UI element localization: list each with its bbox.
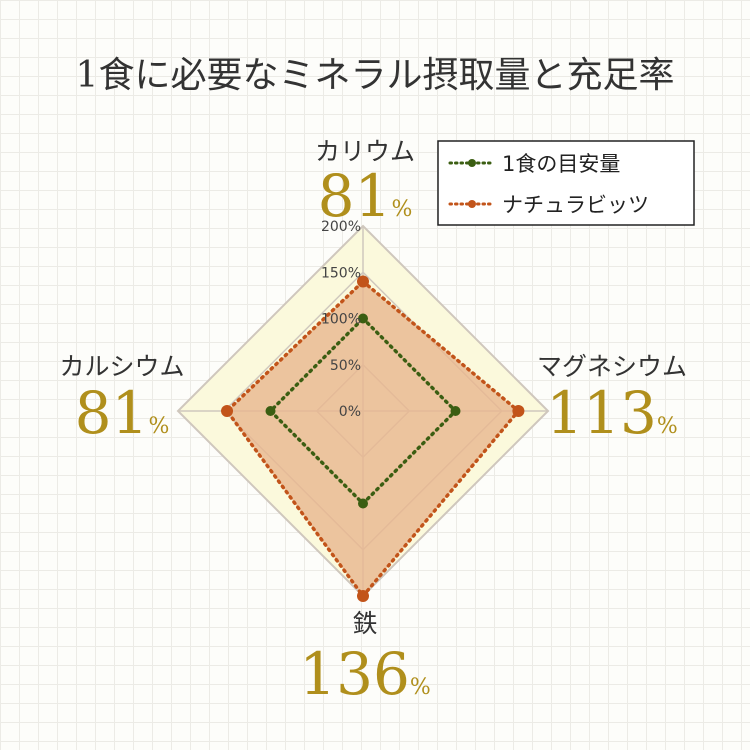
percent-unit-calcium: % bbox=[148, 414, 169, 439]
series-2-point-1 bbox=[512, 405, 525, 417]
percent-value-calcium: 81 bbox=[75, 379, 149, 447]
percent-magnesium: 113% bbox=[546, 379, 678, 447]
percent-unit-potassium: % bbox=[391, 197, 412, 222]
series-1-point-1 bbox=[450, 406, 461, 416]
tick-label-0: 0% bbox=[339, 404, 361, 420]
legend-label-1: 1食の目安量 bbox=[502, 152, 620, 176]
percent-value-magnesium: 113 bbox=[546, 379, 657, 447]
tick-labels: 0% 50% 100% 150% 200% bbox=[321, 219, 361, 420]
series-layer bbox=[221, 275, 525, 602]
percent-unit-iron: % bbox=[410, 675, 431, 700]
category-label-magnesium: マグネシウム bbox=[537, 352, 687, 381]
chart-title: 1食に必要なミネラル摂取量と充足率 bbox=[76, 55, 675, 96]
series-1-point-3 bbox=[265, 406, 276, 416]
percent-value-iron: 136 bbox=[299, 640, 410, 708]
series-2-point-0 bbox=[357, 275, 369, 288]
percent-iron: 136% bbox=[299, 640, 431, 708]
tick-label-150: 150% bbox=[321, 265, 361, 281]
legend-swatch-marker-1 bbox=[468, 159, 476, 167]
category-label-iron: 鉄 bbox=[352, 609, 377, 638]
percent-calcium: 81% bbox=[75, 379, 170, 447]
series-1-point-0 bbox=[358, 313, 368, 324]
series-2-point-3 bbox=[221, 405, 234, 417]
legend-box bbox=[437, 140, 695, 226]
category-label-calcium: カルシウム bbox=[59, 352, 184, 381]
legend-swatch-marker-2 bbox=[468, 200, 476, 208]
category-label-potassium: カリウム bbox=[315, 137, 415, 166]
tick-label-200: 200% bbox=[321, 219, 361, 235]
percent-potassium: 81% bbox=[318, 162, 413, 230]
series-1-point-2 bbox=[358, 498, 368, 509]
series-2-point-2 bbox=[357, 590, 369, 602]
legend: 1食の目安量 ナチュラビッツ bbox=[437, 140, 695, 226]
percent-value-potassium: 81 bbox=[318, 162, 392, 230]
legend-label-2: ナチュラビッツ bbox=[502, 193, 649, 217]
tick-label-100: 100% bbox=[321, 312, 361, 328]
percent-unit-magnesium: % bbox=[657, 414, 678, 439]
tick-label-50: 50% bbox=[330, 358, 361, 374]
